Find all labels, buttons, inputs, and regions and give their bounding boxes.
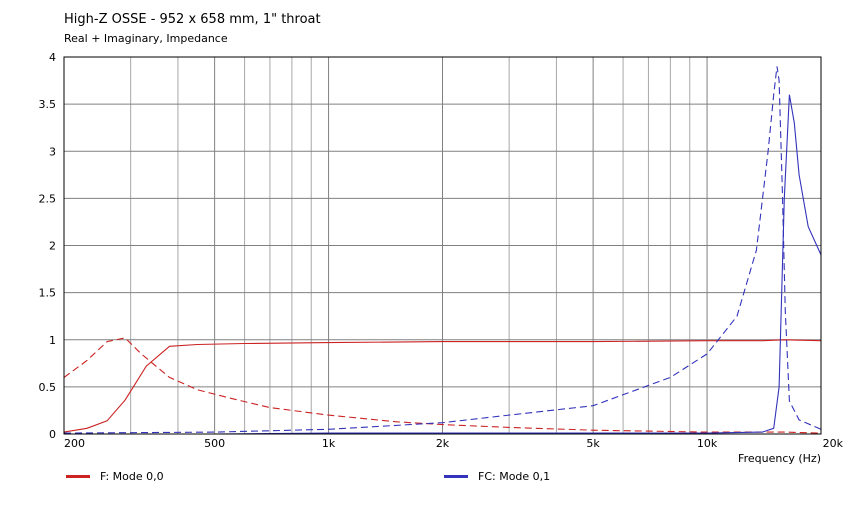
x-tick-label: 5k [586,437,600,450]
x-tick-label: 20k [823,437,844,450]
plot-border [63,56,822,435]
y-tick-label: 0.5 [39,381,57,394]
y-tick-label: 3.5 [39,98,57,111]
series-group [63,66,822,435]
legend-label: F: Mode 0,0 [100,470,164,483]
x-tick-label: 2k [436,437,450,450]
x-tick-label: 1k [322,437,336,450]
x-axis-label: Frequency (Hz) [738,452,821,465]
y-tick-label: 4 [49,51,56,64]
grid [64,57,821,434]
series-line-3 [63,66,822,434]
series-line-0 [63,339,822,433]
legend-item-fc-mode-0-1: FC: Mode 0,1 [444,470,550,483]
legend-swatch-blue [444,475,468,478]
x-tick-label: 10k [697,437,718,450]
y-tick-label: 2.5 [39,192,57,205]
legend-swatch-red [66,475,90,478]
series-line-2 [64,94,822,435]
tick-labels: 0 0.5 1 1.5 2 2.5 3 3.5 4 200 500 1k 2k 5k 10k 20k [39,51,844,450]
y-tick-label: 1 [49,334,56,347]
y-tick-label: 2 [49,240,56,253]
chart-subtitle: Real + Imaginary, Impedance [64,32,228,45]
chart-title: High-Z OSSE - 952 x 658 mm, 1" throat [64,12,321,27]
legend-label: FC: Mode 0,1 [478,470,551,483]
legend-item-f-mode-0-0: F: Mode 0,0 [66,470,164,483]
x-tick-label: 200 [64,437,85,450]
x-tick-label: 500 [204,437,225,450]
y-tick-label: 3 [49,145,56,158]
y-tick-label: 1.5 [39,287,57,300]
y-tick-label: 0 [49,428,56,441]
series-line-1 [63,337,822,434]
